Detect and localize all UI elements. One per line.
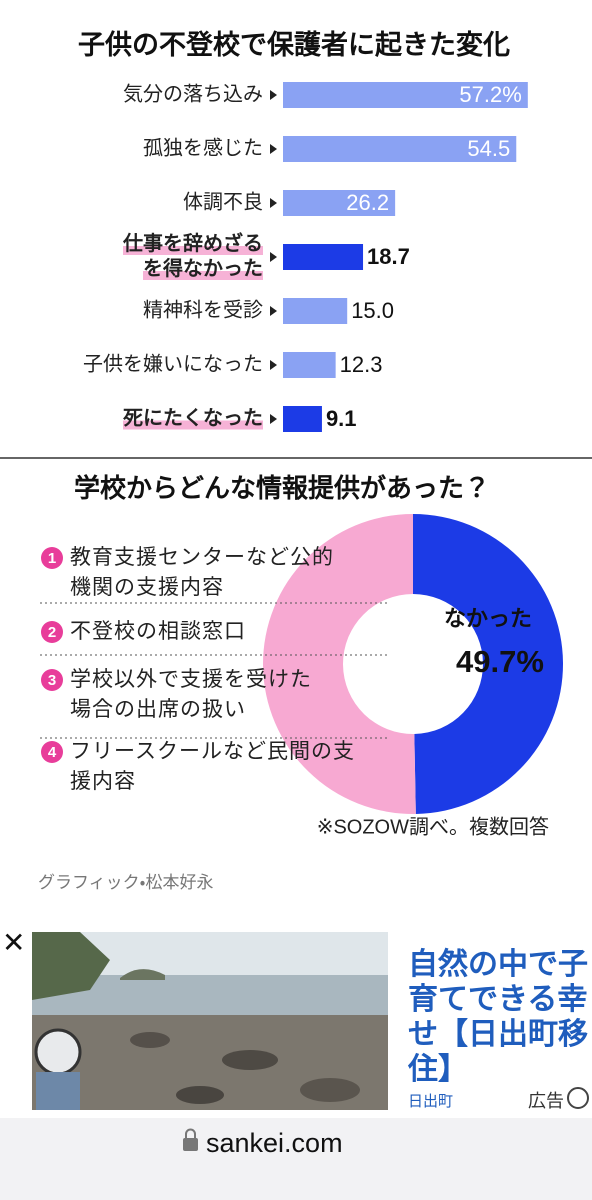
category-text: 体調不良 — [183, 191, 263, 214]
option-text: 学校以外で支援を受けた 場合の出席の扱い — [70, 668, 312, 721]
ad-title-line[interactable]: 住】 — [408, 1053, 468, 1086]
marker — [270, 198, 277, 208]
bar — [283, 190, 396, 216]
category-text: 死にたくなった — [123, 407, 263, 430]
ad-advertiser: 日出町 — [408, 1093, 454, 1110]
bar — [283, 82, 528, 108]
slice-value: 49.7% — [456, 644, 544, 679]
value-label: 9.1 — [326, 406, 357, 431]
url[interactable]: sankei.com — [206, 1128, 343, 1158]
category-label: 死にたくなった — [123, 407, 263, 432]
bar — [283, 352, 336, 378]
category-label: 仕事を辞めざる を得なかった — [123, 232, 263, 282]
category-text: 孤独を感じた — [143, 137, 263, 160]
ad-title-line[interactable]: 育てできる幸 — [408, 983, 588, 1016]
category-text: 気分の落ち込み — [123, 83, 263, 106]
donut-slice — [262, 514, 416, 815]
category-label: 体調不良 — [183, 191, 263, 216]
marker — [270, 90, 277, 100]
lock-icon — [183, 1128, 198, 1151]
value-label: 18.7 — [367, 244, 410, 269]
option-number: 3 — [48, 672, 56, 689]
category-text: 子供を嫌いになった — [83, 353, 263, 376]
info-icon[interactable] — [567, 1087, 589, 1109]
value-label: 26.2 — [346, 190, 389, 215]
ad-close[interactable]: ✕ — [2, 927, 26, 958]
bar — [283, 136, 517, 162]
note: ※SOZOW調べ。複数回答 — [317, 815, 549, 838]
donut-slice — [413, 514, 563, 814]
option-badge — [41, 741, 63, 763]
marker — [270, 306, 277, 316]
chart-title: 学校からどんな情報提供があった？ — [74, 473, 490, 503]
option-badge — [41, 669, 63, 691]
marker — [270, 360, 277, 370]
option-number: 1 — [48, 550, 56, 567]
option-text: 不登校の相談窓口 — [70, 620, 246, 643]
value-label: 12.3 — [340, 352, 383, 377]
chart-title: 子供の不登校で保護者に起きた変化 — [78, 30, 510, 60]
category-label: 精神科を受診 — [143, 299, 263, 324]
ad-title-line[interactable]: せ【日出町移 — [408, 1018, 588, 1051]
option-text: 教育支援センターなど公的 機関の支援内容 — [70, 546, 334, 599]
bar — [283, 244, 364, 270]
option-text: フリースクールなど民間の支 援内容 — [70, 740, 355, 793]
browser-bar — [0, 1118, 592, 1200]
option-badge — [41, 547, 63, 569]
option-number: 2 — [48, 624, 56, 641]
ad-title[interactable]: 自然の中で子 育てできる幸 せ【日出町移 住】 — [408, 947, 588, 1087]
slice-label: なかった — [444, 606, 532, 631]
category-label: 孤独を感じた — [143, 137, 263, 162]
option-badge — [41, 621, 63, 643]
category-label: 気分の落ち込み — [123, 83, 263, 108]
category-text: 精神科を受診 — [143, 299, 263, 322]
value-label: 54.5 — [467, 136, 510, 161]
ad-image — [32, 932, 388, 1110]
category-text: 仕事を辞めざる を得なかった — [123, 233, 263, 280]
bar — [283, 298, 348, 324]
ad-label: 広告 — [528, 1091, 564, 1111]
option-number: 4 — [48, 744, 57, 761]
marker — [270, 252, 277, 262]
category-label: 子供を嫌いになった — [83, 353, 263, 378]
value-label: 15.0 — [351, 298, 394, 323]
marker — [270, 414, 277, 424]
credit: グラフィック・松本好永 — [38, 873, 214, 892]
marker — [270, 144, 277, 154]
value-label: 57.2% — [459, 82, 521, 107]
bar — [283, 406, 322, 432]
ad-title-line[interactable]: 自然の中で子 — [408, 948, 588, 981]
